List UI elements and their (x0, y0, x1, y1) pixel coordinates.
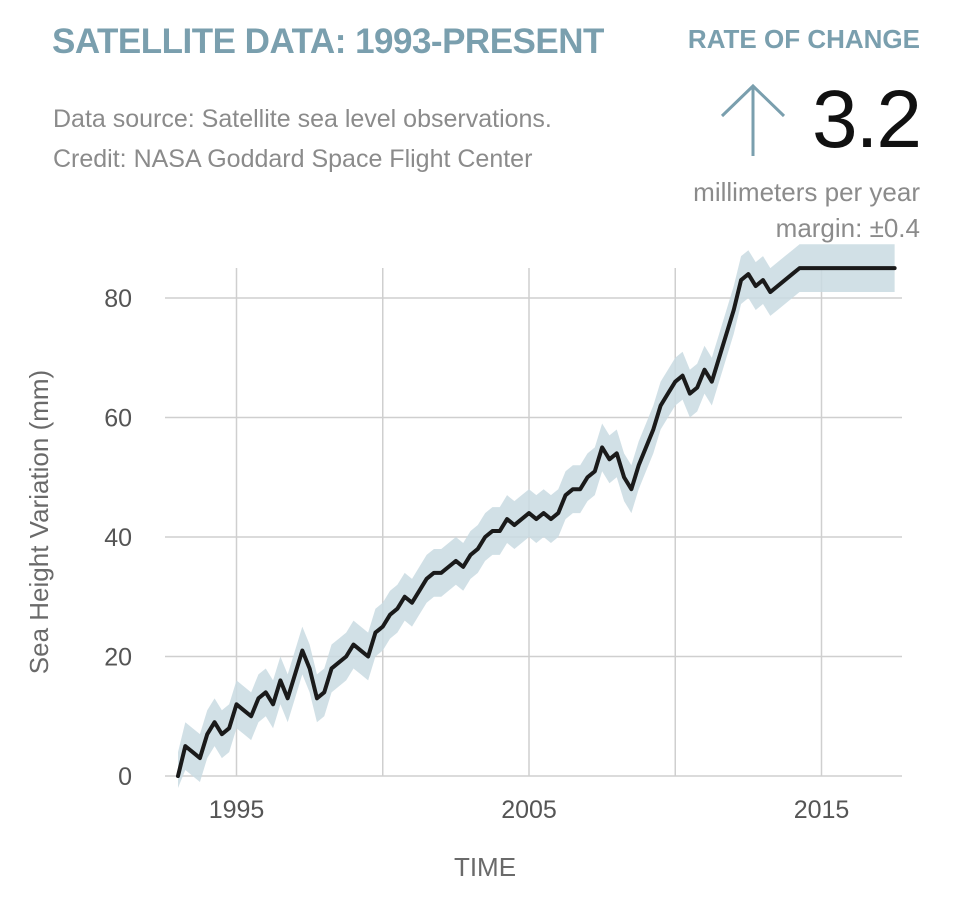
rate-margin: margin: ±0.4 (775, 213, 920, 243)
x-tick-label: 2005 (501, 796, 557, 824)
x-tick-label: 1995 (209, 796, 265, 824)
y-tick-label: 40 (104, 524, 132, 552)
y-tick-label: 80 (104, 285, 132, 313)
y-axis-title: Sea Height Variation (mm) (24, 370, 54, 674)
rate-unit: millimeters per year (693, 177, 920, 207)
rate-value: 3.2 (812, 74, 922, 165)
data-source: Data source: Satellite sea level observa… (53, 99, 552, 179)
uncertainty-band (178, 244, 895, 788)
source-line-1: Data source: Satellite sea level observa… (53, 105, 552, 133)
rate-of-change-title: RATE OF CHANGE (687, 24, 920, 54)
source-line-2: Credit: NASA Goddard Space Flight Center (53, 145, 533, 173)
y-tick-label: 0 (118, 763, 132, 791)
chart-title: SATELLITE DATA: 1993-PRESENT (52, 22, 604, 61)
y-tick-label: 60 (104, 405, 132, 433)
arrow-up-icon (720, 83, 786, 156)
sea-level-line (176, 266, 897, 778)
x-axis-title: TIME (454, 852, 516, 882)
tick-labels: 0 20 40 60 80 1995 2005 2015 (104, 285, 849, 824)
x-tick-label: 2015 (794, 796, 850, 824)
y-tick-label: 20 (104, 644, 132, 672)
rate-unit-block: millimeters per year margin: ±0.4 (693, 174, 920, 246)
